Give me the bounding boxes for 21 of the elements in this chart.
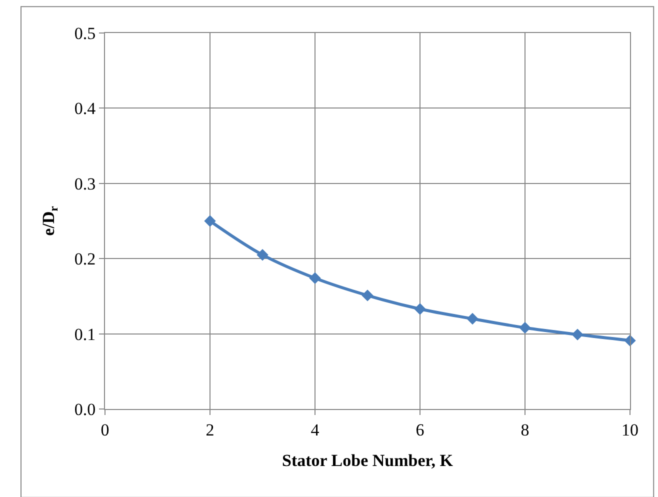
point	[362, 290, 374, 302]
point	[466, 312, 478, 325]
point	[256, 248, 268, 261]
point	[204, 215, 216, 227]
x-tick-label: 0	[100, 420, 110, 440]
point	[309, 272, 321, 284]
y-tick-label: 0.4	[74, 99, 96, 118]
y-tick-label: 0.1	[74, 324, 96, 344]
y-tick-label: 0.5	[74, 24, 96, 43]
x-tick-label: 4	[310, 420, 320, 440]
x-tick-label: 10	[622, 420, 638, 440]
point	[572, 328, 584, 340]
x-axis-title: Stator Lobe Number, K	[282, 450, 454, 470]
x-tick-label: 6	[416, 420, 424, 440]
point	[414, 303, 426, 315]
y-tick-label: 0.2	[74, 250, 96, 269]
y-tick-label: 0.3	[74, 174, 96, 194]
x-tick-label: 8	[520, 420, 530, 440]
x-tick-label: 2	[206, 420, 214, 440]
point	[519, 322, 531, 334]
y-tick-label: 0.0	[74, 400, 96, 419]
